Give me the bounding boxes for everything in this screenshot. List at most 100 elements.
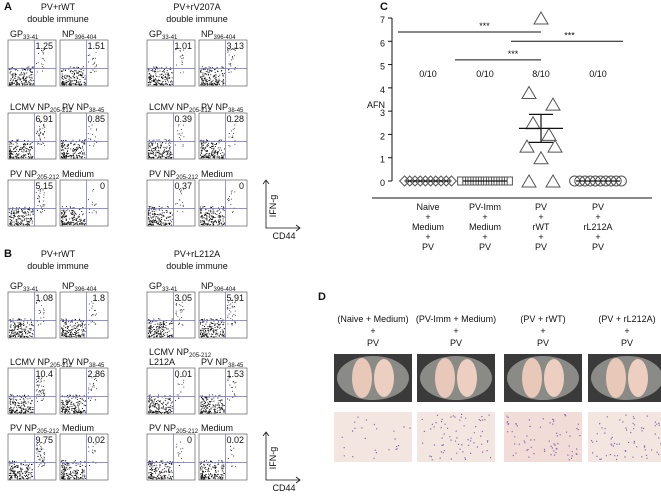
category-label: +	[482, 212, 487, 222]
lung-right	[628, 359, 648, 397]
data-point	[545, 97, 561, 111]
column-header: (Naive + Medium)	[337, 314, 408, 324]
label-text: GP	[10, 29, 23, 39]
label-sub: 33-41	[23, 287, 39, 293]
group-title: double immune	[166, 261, 228, 271]
y-tick-label: 0	[380, 178, 385, 188]
plot-frame	[146, 433, 196, 481]
category-label: +	[425, 212, 430, 222]
data-point	[533, 11, 549, 25]
plot-value: 1.8	[92, 293, 105, 303]
plot-frame	[59, 291, 109, 339]
label-text: Medium	[201, 169, 233, 179]
column-header: PV	[367, 338, 379, 348]
label-text: GP	[10, 281, 23, 291]
plot-value: 0.85	[87, 114, 105, 124]
plot-frame	[59, 112, 109, 160]
lung-right	[544, 359, 564, 397]
label-sub: 205-212	[176, 429, 199, 435]
plot-label: GP33-41	[10, 281, 39, 293]
dots	[148, 299, 185, 338]
dots	[148, 188, 185, 226]
category-label: Medium	[469, 222, 501, 232]
plot-label: PV NP38-45	[62, 357, 105, 369]
category-label: Naive	[416, 202, 439, 212]
label-sub: 205-212	[37, 429, 60, 435]
label-text: LCMV NP	[149, 102, 189, 112]
plot-value: 1.25	[35, 41, 53, 51]
label-text: GP	[149, 281, 162, 291]
histology-cells	[506, 414, 581, 461]
y-tick-label: 6	[380, 38, 385, 48]
column-header: PV	[450, 338, 462, 348]
plot-value: 10.4	[35, 369, 53, 379]
significance-label: ***	[479, 21, 490, 31]
category-label: rWT	[533, 222, 550, 232]
data-point	[547, 139, 563, 153]
significance-label: ***	[508, 49, 519, 59]
label-text: LCMV NP	[10, 102, 50, 112]
category-label: PV	[592, 242, 604, 252]
label-text: PV NP	[62, 102, 89, 112]
label-sub: 396-404	[75, 287, 98, 293]
data-point	[545, 174, 561, 188]
error-bar	[529, 113, 553, 143]
label-sub: 205-212	[189, 108, 212, 114]
dots	[200, 190, 236, 226]
plot-frame	[198, 433, 248, 481]
plot-value: 9.75	[35, 435, 53, 445]
data-point	[521, 85, 537, 100]
y-tick-label: 1	[380, 155, 385, 165]
plot-label: PV NP38-45	[201, 357, 244, 369]
plot-value: 6.91	[35, 114, 53, 124]
data-point	[541, 127, 557, 141]
count-label: 0/10	[476, 69, 494, 79]
plot-label: PV NP38-45	[62, 102, 105, 114]
dots	[148, 441, 185, 480]
y-axis-label: IFN-g	[268, 447, 278, 470]
label-sub: 205-212	[37, 175, 60, 181]
plot-frame	[146, 39, 196, 87]
plot-frame	[59, 179, 109, 227]
plot-label: GP33-41	[149, 281, 178, 293]
group-title: double immune	[27, 261, 89, 271]
group-title: double immune	[27, 14, 89, 24]
category-label: PV	[422, 242, 434, 252]
dots	[61, 47, 97, 86]
plot-label: LCMV NP205-212	[10, 102, 73, 114]
data-point	[409, 175, 421, 187]
lung-right	[374, 359, 394, 397]
plot-frame	[198, 112, 248, 160]
category-label: +	[595, 232, 600, 242]
dots	[9, 299, 45, 338]
label-sub: 33-41	[162, 287, 178, 293]
label-text: NP	[201, 281, 214, 291]
plot-frame	[7, 433, 57, 481]
panel-letter: D	[318, 291, 326, 303]
label-sub: 396-404	[214, 35, 237, 41]
count-label: 0/10	[419, 69, 437, 79]
label-sub: 38-45	[228, 363, 244, 369]
plot-frame	[7, 179, 57, 227]
axis-arrow	[262, 179, 301, 232]
plot-value: 2.86	[87, 369, 105, 379]
category-label: +	[538, 232, 543, 242]
data-point	[398, 175, 411, 187]
group-title: double immune	[166, 14, 228, 24]
plot-label: Medium	[62, 423, 94, 433]
plot-value: 1.51	[87, 41, 105, 51]
plot-value: 0.01	[174, 369, 192, 379]
dots	[148, 376, 185, 414]
dish	[420, 356, 492, 400]
axis-arrow	[262, 431, 301, 484]
count-label: 8/10	[532, 69, 550, 79]
column-header: +	[624, 326, 629, 336]
label-text: PV NP	[149, 423, 176, 433]
label-sub: 205-212	[189, 353, 212, 359]
label-sub: 396-404	[214, 287, 237, 293]
plot-value: 5.91	[226, 293, 244, 303]
count-label: 0/10	[589, 69, 607, 79]
plot-frame	[7, 39, 57, 87]
plot-label: LCMV NP205-212	[10, 357, 73, 369]
significance-label: ***	[564, 30, 575, 40]
